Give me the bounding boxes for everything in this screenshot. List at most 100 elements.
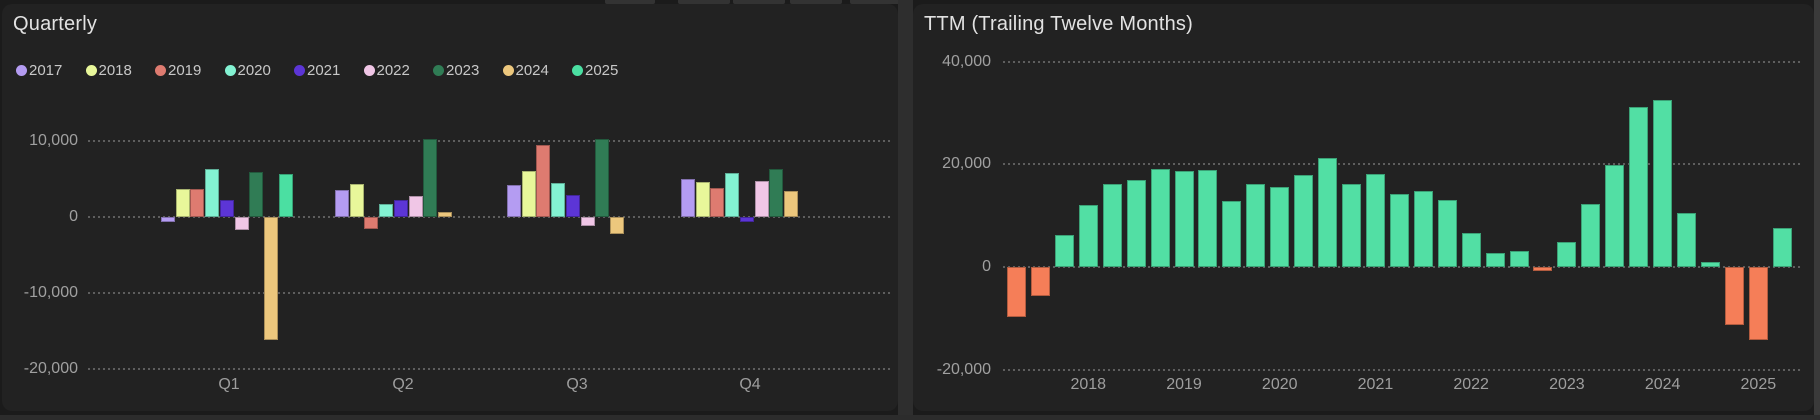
legend-swatch-2018 xyxy=(85,64,97,76)
ttm-bar-11[interactable] xyxy=(1270,187,1289,267)
bar-2018-Q1[interactable] xyxy=(176,188,190,217)
bar-2024-Q3[interactable] xyxy=(610,217,624,235)
bar-2023-Q3[interactable] xyxy=(595,139,609,217)
ttm-bar-13[interactable] xyxy=(1318,157,1337,267)
bar-2023-Q4[interactable] xyxy=(769,168,783,217)
vertical-scrollbar[interactable] xyxy=(1814,0,1820,420)
ttm-bar-4[interactable] xyxy=(1103,184,1122,267)
ttm-bar-17[interactable] xyxy=(1414,191,1433,267)
bar-2019-Q4[interactable] xyxy=(710,187,724,217)
legend-swatch-2021 xyxy=(294,64,305,76)
ttm-bar-5[interactable] xyxy=(1127,179,1146,267)
bar-2022-Q2[interactable] xyxy=(409,196,423,217)
legend-swatch-2017 xyxy=(16,64,27,76)
bar-2022-Q3[interactable] xyxy=(581,217,595,226)
ttm-bar-21[interactable] xyxy=(1510,250,1529,267)
ttm-bar-15[interactable] xyxy=(1366,173,1385,267)
ttm-bar-28[interactable] xyxy=(1677,213,1696,267)
legend-label-2019: 2019 xyxy=(168,61,202,79)
bar-2018-Q2[interactable] xyxy=(350,183,364,217)
ttm-bar-23[interactable] xyxy=(1557,242,1576,267)
gridline-20000 xyxy=(1003,163,1801,166)
bar-2020-Q3[interactable] xyxy=(551,182,565,217)
bar-2021-Q2[interactable] xyxy=(394,199,408,217)
legend-swatch-2019 xyxy=(155,64,166,76)
legend-item-2019[interactable]: 2019 xyxy=(155,61,201,79)
bar-2025-Q1[interactable] xyxy=(279,173,293,217)
bar-2020-Q4[interactable] xyxy=(725,173,739,217)
ttm-bar-2[interactable] xyxy=(1055,234,1074,267)
ttm-bar-0[interactable] xyxy=(1007,267,1026,317)
y-tick-label: -20,000 xyxy=(23,360,78,377)
legend-item-2018[interactable]: 2018 xyxy=(85,61,132,79)
legend-item-2022[interactable]: 2022 xyxy=(363,61,410,79)
legend-item-2024[interactable]: 2024 xyxy=(502,61,549,79)
ttm-bar-3[interactable] xyxy=(1079,204,1098,267)
bar-2024-Q1[interactable] xyxy=(264,217,278,340)
ttm-bar-16[interactable] xyxy=(1390,193,1409,267)
year-label-2024: 2024 xyxy=(1644,376,1681,393)
bar-2018-Q4[interactable] xyxy=(696,181,710,217)
partial-toolbar-button[interactable] xyxy=(850,0,901,4)
ttm-bar-24[interactable] xyxy=(1581,203,1600,267)
ttm-bar-9[interactable] xyxy=(1222,201,1241,267)
bar-2021-Q1[interactable] xyxy=(220,199,234,217)
ttm-bar-7[interactable] xyxy=(1175,171,1194,267)
ttm-bar-26[interactable] xyxy=(1629,107,1648,267)
bar-2017-Q1[interactable] xyxy=(161,217,175,223)
bar-2021-Q3[interactable] xyxy=(566,195,580,217)
ttm-bar-12[interactable] xyxy=(1294,175,1313,267)
ttm-bar-20[interactable] xyxy=(1486,252,1505,267)
ttm-bar-22[interactable] xyxy=(1533,267,1552,272)
ttm-bar-6[interactable] xyxy=(1151,169,1170,267)
ttm-bar-25[interactable] xyxy=(1605,165,1624,267)
ttm-bar-30[interactable] xyxy=(1725,267,1744,326)
bar-2020-Q1[interactable] xyxy=(205,169,219,217)
legend-item-2020[interactable]: 2020 xyxy=(224,61,271,79)
ttm-bar-27[interactable] xyxy=(1653,99,1672,267)
bar-2021-Q4[interactable] xyxy=(740,217,754,223)
bar-2022-Q1[interactable] xyxy=(235,217,249,230)
ttm-bar-29[interactable] xyxy=(1701,261,1720,267)
year-label-2020: 2020 xyxy=(1261,376,1298,393)
bar-2019-Q2[interactable] xyxy=(364,217,378,229)
legend-label-2025: 2025 xyxy=(585,61,619,79)
legend-item-2021[interactable]: 2021 xyxy=(294,61,340,79)
gridline--20000 xyxy=(88,368,891,370)
bar-2017-Q2[interactable] xyxy=(335,190,349,217)
partial-toolbar-button[interactable] xyxy=(790,0,842,4)
ttm-bar-1[interactable] xyxy=(1031,267,1050,297)
bar-2017-Q3[interactable] xyxy=(507,185,521,217)
bar-2024-Q2[interactable] xyxy=(438,211,452,217)
legend-label-2021: 2021 xyxy=(307,61,341,79)
bar-2018-Q3[interactable] xyxy=(522,171,536,217)
ttm-bar-18[interactable] xyxy=(1438,200,1457,267)
bar-2019-Q1[interactable] xyxy=(190,188,204,217)
ttm-bar-32[interactable] xyxy=(1773,227,1792,267)
partial-toolbar-button[interactable] xyxy=(733,0,785,4)
bar-2023-Q2[interactable] xyxy=(423,139,437,217)
ttm-bar-14[interactable] xyxy=(1342,183,1361,267)
legend-item-2023[interactable]: 2023 xyxy=(433,61,479,79)
bar-2017-Q4[interactable] xyxy=(681,179,695,217)
legend-swatch-2025 xyxy=(572,64,583,76)
bar-2024-Q4[interactable] xyxy=(784,190,798,217)
gridline-10000 xyxy=(88,140,891,142)
ttm-bar-8[interactable] xyxy=(1198,170,1217,267)
bar-2023-Q1[interactable] xyxy=(249,171,263,217)
legend-swatch-2020 xyxy=(224,64,236,76)
bar-2020-Q2[interactable] xyxy=(379,203,393,217)
ttm-bar-10[interactable] xyxy=(1246,183,1265,267)
y-tick-label: 0 xyxy=(982,258,991,275)
ttm-bar-19[interactable] xyxy=(1462,233,1481,267)
bar-2022-Q4[interactable] xyxy=(755,181,769,217)
ttm-bar-31[interactable] xyxy=(1749,267,1768,340)
year-label-2019: 2019 xyxy=(1166,376,1202,393)
legend-item-2025[interactable]: 2025 xyxy=(572,61,618,79)
partial-toolbar-button[interactable] xyxy=(605,0,655,4)
legend-item-2017[interactable]: 2017 xyxy=(16,61,62,79)
bar-2019-Q3[interactable] xyxy=(536,145,550,217)
legend-label-2017: 2017 xyxy=(29,61,63,79)
partial-toolbar-button[interactable] xyxy=(678,0,730,4)
